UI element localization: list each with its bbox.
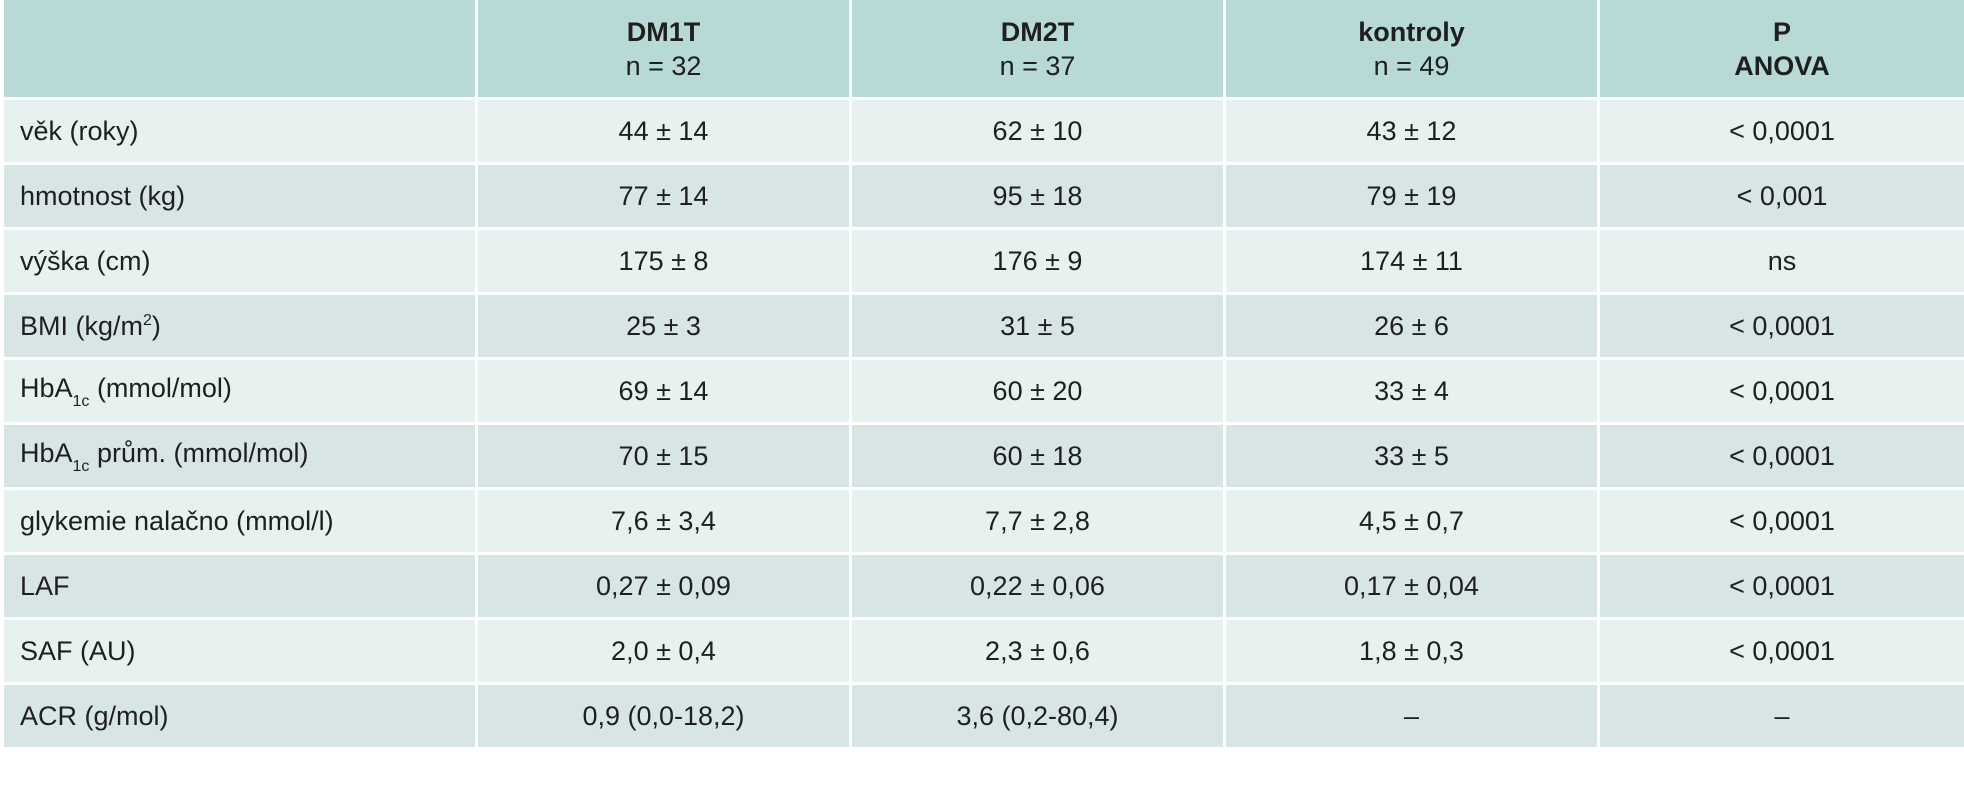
cell-dm1t: 175 ± 8 [478,230,852,295]
cell-dm1t: 70 ± 15 [478,425,852,490]
row-label-text: HbA [20,438,73,469]
cell-dm2t: 3,6 (0,2-80,4) [852,685,1226,750]
cell-dm2t: 62 ± 10 [852,100,1226,165]
cell-kontroly: 26 ± 6 [1226,295,1600,360]
header-p-title: P [1772,16,1791,47]
cell-p-value: < 0,0001 [1600,490,1964,555]
cell-kontroly: 0,17 ± 0,04 [1226,555,1600,620]
cell-p-value: < 0,001 [1600,165,1964,230]
row-label: hmotnost (kg) [4,165,478,230]
cell-kontroly: 33 ± 5 [1226,425,1600,490]
table-header: DM1T n = 32 DM2T n = 37 kontroly n = 49 … [4,0,1964,100]
cell-dm1t: 25 ± 3 [478,295,852,360]
header-kontroly: kontroly n = 49 [1226,0,1600,100]
row-label: ACR (g/mol) [4,685,478,750]
cell-dm2t: 2,3 ± 0,6 [852,620,1226,685]
row-label: glykemie nalačno (mmol/l) [4,490,478,555]
cell-dm1t: 77 ± 14 [478,165,852,230]
row-label: HbA1c (mmol/mol) [4,360,478,425]
cell-p-value: < 0,0001 [1600,425,1964,490]
header-dm1t: DM1T n = 32 [478,0,852,100]
row-label-suffix: (mmol/mol) [89,373,232,404]
cell-p-value: < 0,0001 [1600,620,1964,685]
cell-kontroly: 4,5 ± 0,7 [1226,490,1600,555]
header-dm1t-n: n = 32 [625,50,702,81]
cell-dm1t: 0,9 (0,0-18,2) [478,685,852,750]
table-row: HbA1c (mmol/mol) 69 ± 14 60 ± 20 33 ± 4 … [4,360,1964,425]
table-row: SAF (AU) 2,0 ± 0,4 2,3 ± 0,6 1,8 ± 0,3 <… [4,620,1964,685]
cell-dm1t: 69 ± 14 [478,360,852,425]
header-anova-label: ANOVA [1734,50,1830,81]
cell-dm2t: 31 ± 5 [852,295,1226,360]
cell-kontroly: – [1226,685,1600,750]
table-row: hmotnost (kg) 77 ± 14 95 ± 18 79 ± 19 < … [4,165,1964,230]
table-body: věk (roky) 44 ± 14 62 ± 10 43 ± 12 < 0,0… [4,100,1964,750]
header-corner-cell [4,0,478,100]
row-label-suffix: ) [151,310,161,341]
header-dm1t-title: DM1T [626,16,701,47]
table-row: LAF 0,27 ± 0,09 0,22 ± 0,06 0,17 ± 0,04 … [4,555,1964,620]
row-label: SAF (AU) [4,620,478,685]
data-table-container: DM1T n = 32 DM2T n = 37 kontroly n = 49 … [4,0,1964,750]
cell-kontroly: 33 ± 4 [1226,360,1600,425]
row-label-text: HbA [20,373,73,404]
row-label: věk (roky) [4,100,478,165]
cell-dm1t: 44 ± 14 [478,100,852,165]
cell-kontroly: 174 ± 11 [1226,230,1600,295]
row-label-suffix: prům. (mmol/mol) [89,438,309,469]
cell-dm1t: 7,6 ± 3,4 [478,490,852,555]
row-label-text: BMI (kg/m [20,310,144,341]
header-p-anova: P ANOVA [1600,0,1964,100]
cell-p-value: < 0,0001 [1600,555,1964,620]
row-label: LAF [4,555,478,620]
cell-dm2t: 7,7 ± 2,8 [852,490,1226,555]
table-row: BMI (kg/m2) 25 ± 3 31 ± 5 26 ± 6 < 0,000… [4,295,1964,360]
comparison-table: DM1T n = 32 DM2T n = 37 kontroly n = 49 … [4,0,1964,750]
header-dm2t-title: DM2T [1000,16,1075,47]
row-label-subscript: 1c [72,392,90,410]
cell-dm1t: 2,0 ± 0,4 [478,620,852,685]
cell-p-value: ns [1600,230,1964,295]
cell-p-value: – [1600,685,1964,750]
header-dm2t: DM2T n = 37 [852,0,1226,100]
cell-kontroly: 79 ± 19 [1226,165,1600,230]
cell-dm2t: 95 ± 18 [852,165,1226,230]
cell-p-value: < 0,0001 [1600,295,1964,360]
table-row: ACR (g/mol) 0,9 (0,0-18,2) 3,6 (0,2-80,4… [4,685,1964,750]
header-kontroly-title: kontroly [1358,16,1465,47]
cell-dm2t: 60 ± 18 [852,425,1226,490]
header-row: DM1T n = 32 DM2T n = 37 kontroly n = 49 … [4,0,1964,100]
cell-dm2t: 60 ± 20 [852,360,1226,425]
cell-dm2t: 176 ± 9 [852,230,1226,295]
header-kontroly-n: n = 49 [1373,50,1450,81]
row-label: výška (cm) [4,230,478,295]
table-row: výška (cm) 175 ± 8 176 ± 9 174 ± 11 ns [4,230,1964,295]
cell-kontroly: 43 ± 12 [1226,100,1600,165]
header-dm2t-n: n = 37 [999,50,1076,81]
cell-p-value: < 0,0001 [1600,360,1964,425]
row-label-superscript: 2 [143,311,152,329]
row-label: HbA1c prům. (mmol/mol) [4,425,478,490]
table-row: věk (roky) 44 ± 14 62 ± 10 43 ± 12 < 0,0… [4,100,1964,165]
table-row: HbA1c prům. (mmol/mol) 70 ± 15 60 ± 18 3… [4,425,1964,490]
table-row: glykemie nalačno (mmol/l) 7,6 ± 3,4 7,7 … [4,490,1964,555]
row-label-subscript: 1c [72,457,90,475]
cell-dm2t: 0,22 ± 0,06 [852,555,1226,620]
cell-dm1t: 0,27 ± 0,09 [478,555,852,620]
cell-kontroly: 1,8 ± 0,3 [1226,620,1600,685]
row-label: BMI (kg/m2) [4,295,478,360]
cell-p-value: < 0,0001 [1600,100,1964,165]
